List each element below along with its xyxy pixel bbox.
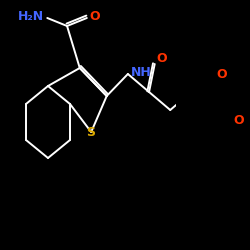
Text: O: O <box>90 10 100 22</box>
Text: O: O <box>234 114 244 126</box>
Text: O: O <box>156 52 167 64</box>
Text: O: O <box>217 68 228 82</box>
Text: H₂N: H₂N <box>18 10 44 22</box>
Text: S: S <box>86 126 95 138</box>
Text: NH: NH <box>131 66 152 78</box>
